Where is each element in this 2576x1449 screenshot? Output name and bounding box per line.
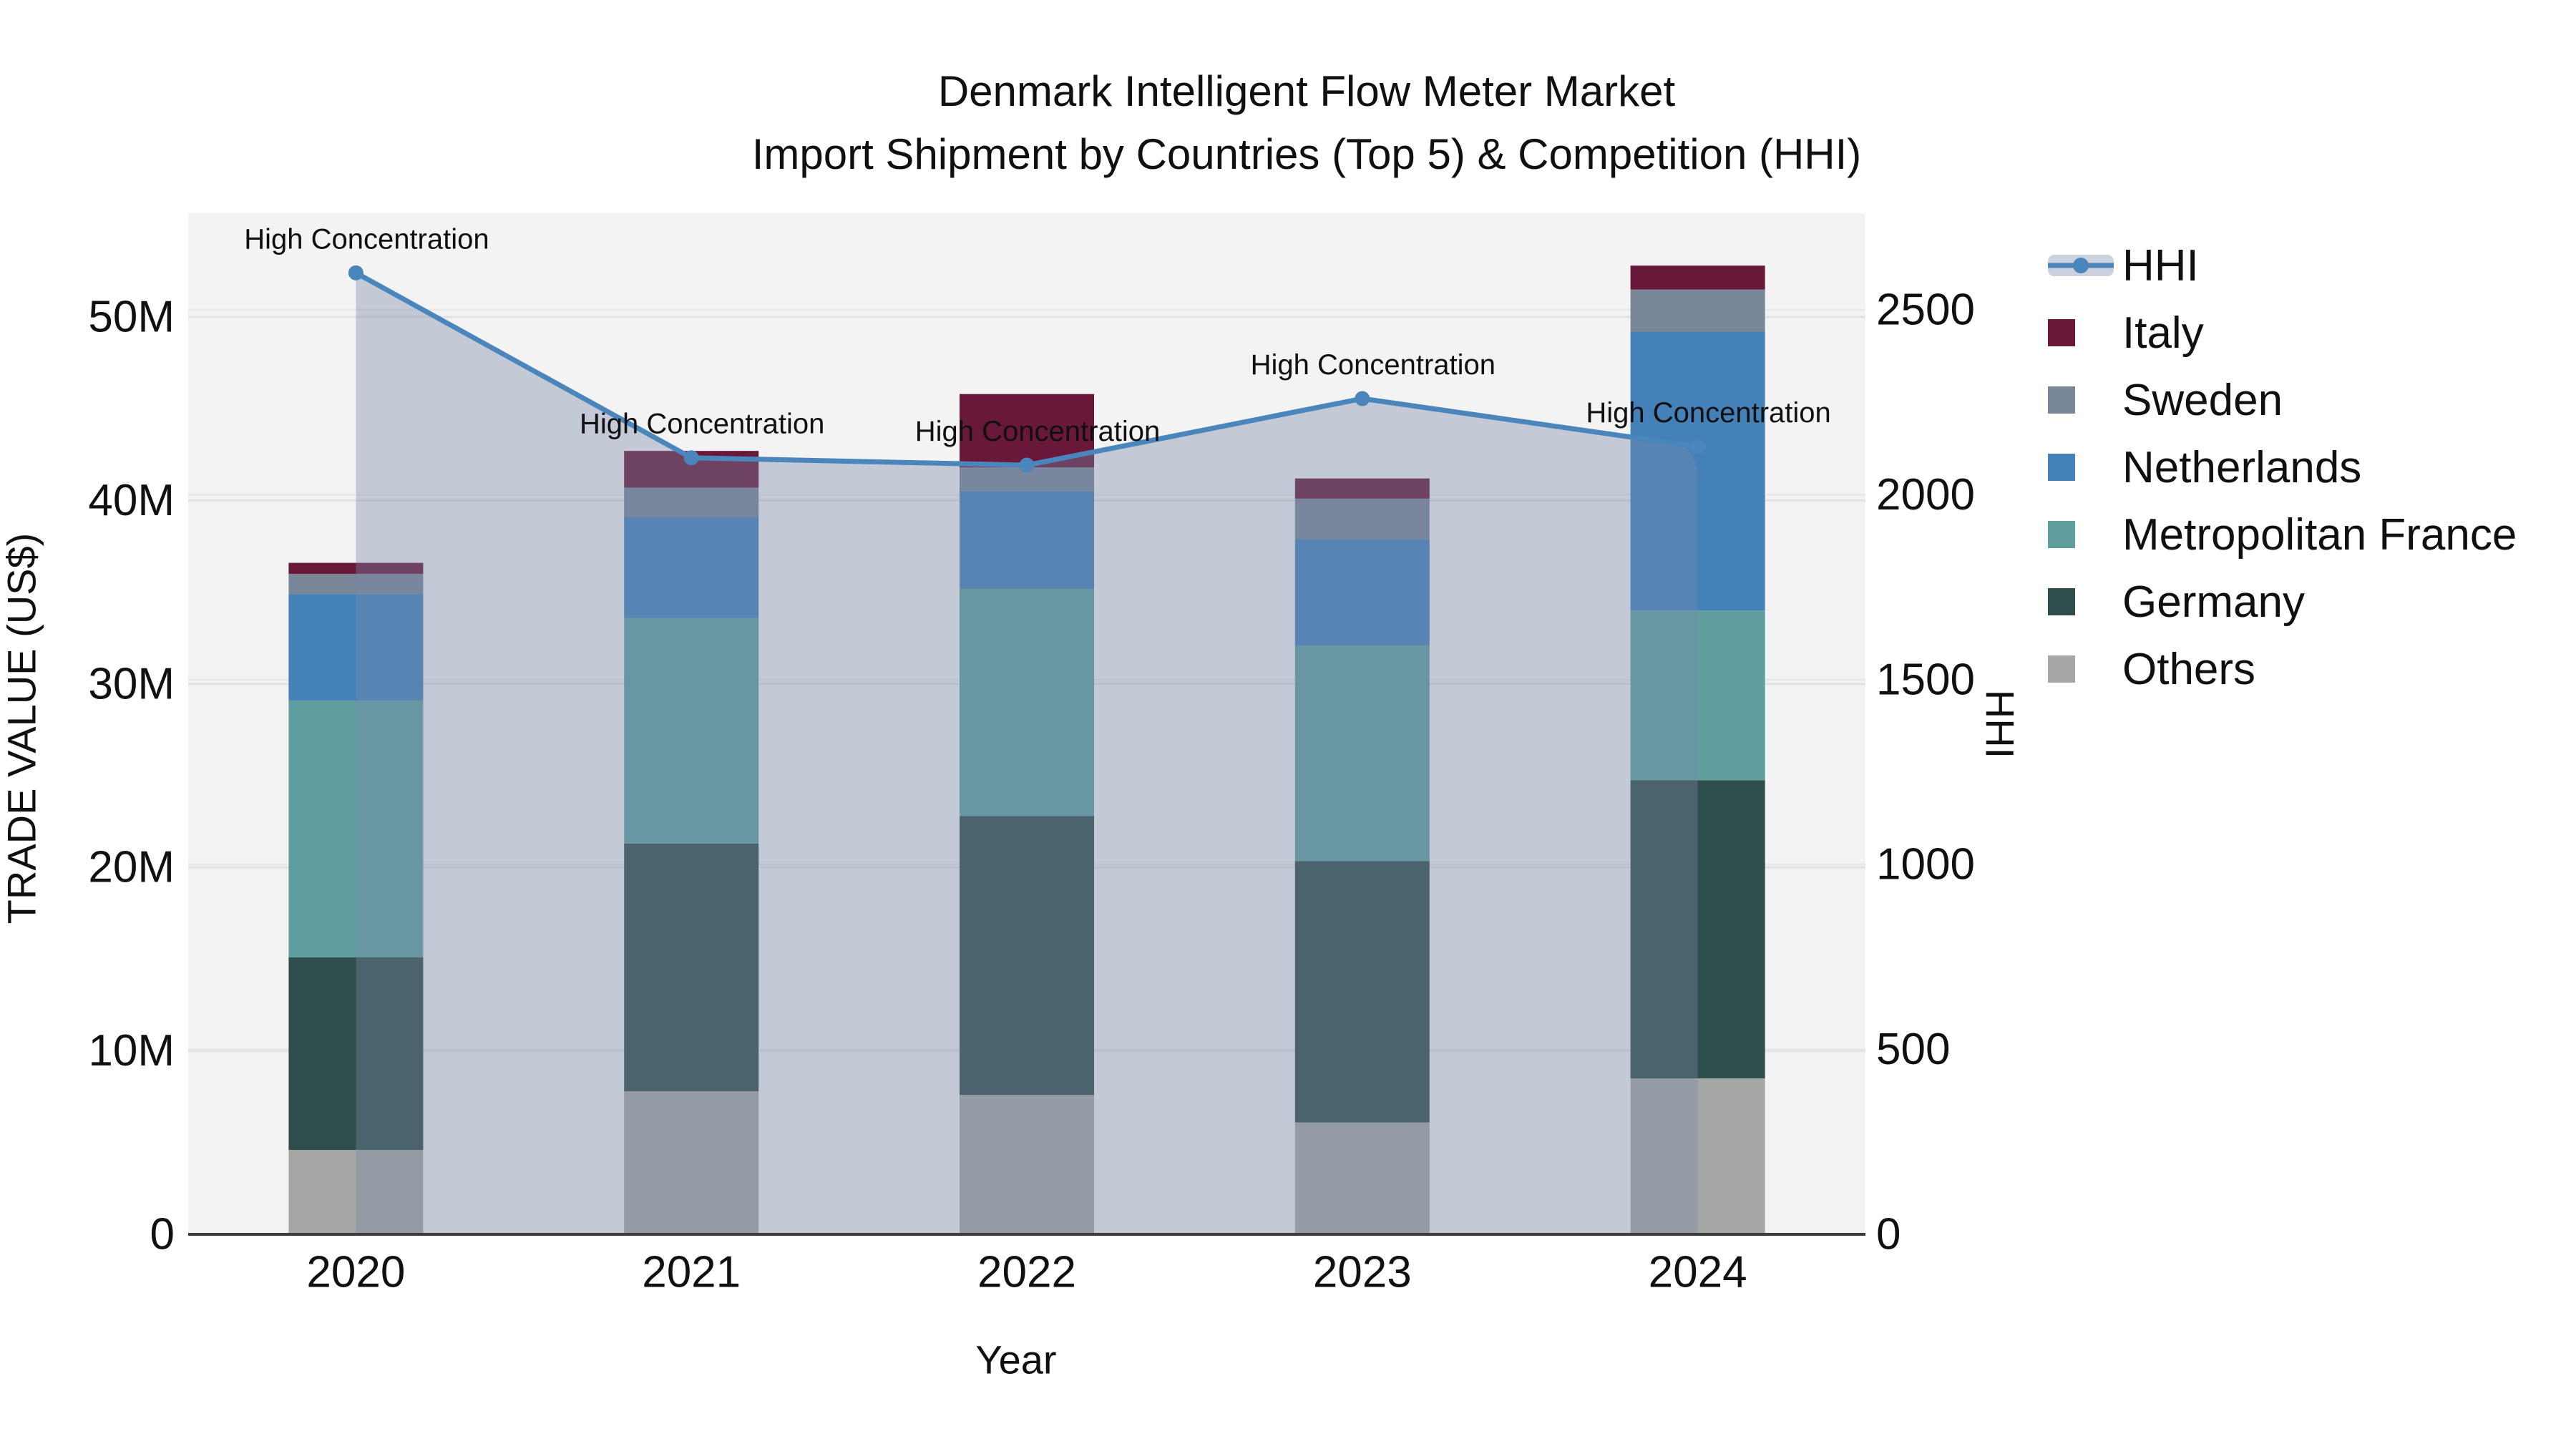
annotation-high-concentration: High Concentration	[915, 416, 1160, 447]
legend-item-others[interactable]: Others	[2048, 635, 2517, 703]
y-left-axis-title: TRADE VALUE (US$)	[0, 532, 44, 924]
chart-title: Denmark Intelligent Flow Meter Market Im…	[752, 60, 1862, 186]
annotation-high-concentration: High Concentration	[1251, 349, 1496, 381]
bar-segment-italy[interactable]	[288, 562, 424, 574]
x-tick-label: 2020	[306, 1248, 405, 1297]
bar-segment-metropolitan-france[interactable]	[1630, 610, 1765, 781]
legend: HHI Italy Sweden Netherlands Metropolita…	[2048, 232, 2517, 703]
legend-label: Others	[2122, 644, 2256, 694]
legend-item-sweden[interactable]: Sweden	[2048, 366, 2517, 434]
bar-segment-metropolitan-france[interactable]	[624, 618, 759, 844]
legend-item-netherlands[interactable]: Netherlands	[2048, 434, 2517, 501]
legend-label: Italy	[2122, 308, 2204, 358]
x-tick-label: 2024	[1649, 1248, 1747, 1297]
y-left-tick-label: 50M	[88, 293, 175, 342]
bar-segment-italy[interactable]	[1294, 478, 1430, 499]
netherlands-swatch-icon	[2048, 454, 2075, 481]
y-right-axis-title: HHI	[1977, 689, 2023, 759]
bar-segment-metropolitan-france[interactable]	[1294, 645, 1430, 862]
bar-segment-others[interactable]	[960, 1095, 1094, 1234]
bar-segment-others[interactable]	[624, 1091, 759, 1234]
bar-segment-germany[interactable]	[624, 843, 759, 1092]
x-tick-label: 2023	[1313, 1248, 1412, 1297]
bar-segment-metropolitan-france[interactable]	[288, 700, 424, 957]
legend-label: Metropolitan France	[2122, 509, 2517, 560]
y-left-tick-label: 40M	[88, 476, 175, 525]
bar-segment-germany[interactable]	[1294, 861, 1430, 1123]
hhi-area-fill	[356, 273, 1698, 1234]
bar-segment-netherlands[interactable]	[960, 491, 1094, 589]
hhi-marker[interactable]	[1690, 439, 1706, 454]
bar-segment-germany[interactable]	[1630, 780, 1765, 1079]
sweden-swatch-icon	[2048, 386, 2075, 414]
x-tick-label: 2021	[642, 1248, 741, 1297]
bar-segment-netherlands[interactable]	[288, 594, 424, 701]
y-left-tick-label: 30M	[88, 659, 175, 708]
legend-item-italy[interactable]: Italy	[2048, 299, 2517, 366]
hhi-marker[interactable]	[1355, 391, 1370, 406]
bar-segment-germany[interactable]	[960, 816, 1094, 1096]
bar-segment-sweden[interactable]	[624, 487, 759, 517]
germany-swatch-icon	[2048, 588, 2075, 615]
bar-segment-germany[interactable]	[288, 957, 424, 1151]
legend-label: Netherlands	[2122, 442, 2362, 492]
x-tick-label: 2022	[977, 1248, 1076, 1297]
bar-segment-others[interactable]	[1294, 1122, 1430, 1234]
legend-label: Germany	[2122, 577, 2305, 627]
y-left-tick-label: 0	[150, 1210, 175, 1259]
annotation-high-concentration: High Concentration	[244, 223, 489, 255]
hhi-marker[interactable]	[1019, 457, 1035, 473]
annotation-high-concentration: High Concentration	[1586, 397, 1830, 429]
y-right-tick-label: 0	[1876, 1210, 1901, 1259]
y-right-tick-label: 500	[1876, 1025, 1950, 1074]
italy-swatch-icon	[2048, 319, 2075, 346]
y-left-tick-label: 10M	[88, 1026, 175, 1075]
bar-segment-netherlands[interactable]	[1294, 539, 1430, 645]
legend-label: HHI	[2122, 240, 2199, 291]
y-right-tick-label: 1000	[1876, 840, 1975, 889]
metropolitan-france-swatch-icon	[2048, 521, 2075, 548]
hhi-marker[interactable]	[683, 450, 699, 466]
y-left-tick-label: 20M	[88, 843, 175, 892]
others-swatch-icon	[2048, 655, 2075, 683]
legend-label: Sweden	[2122, 375, 2283, 425]
hhi-marker[interactable]	[348, 265, 364, 280]
y-right-tick-label: 1500	[1876, 655, 1975, 704]
legend-item-germany[interactable]: Germany	[2048, 568, 2517, 635]
bar-segment-others[interactable]	[1630, 1078, 1765, 1234]
legend-item-metropolitan-france[interactable]: Metropolitan France	[2048, 501, 2517, 568]
bar-segment-sweden[interactable]	[1630, 289, 1765, 332]
annotation-high-concentration: High Concentration	[580, 409, 824, 440]
bar-segment-sweden[interactable]	[288, 573, 424, 595]
chart-title-line1: Denmark Intelligent Flow Meter Market	[937, 67, 1676, 115]
bar-segment-netherlands[interactable]	[1630, 331, 1765, 611]
hhi-sample-marker	[2073, 258, 2089, 273]
bar-segment-netherlands[interactable]	[624, 517, 759, 618]
bar-segment-sweden[interactable]	[1294, 498, 1430, 540]
x-axis-title: Year	[975, 1337, 1057, 1382]
bar-segment-italy[interactable]	[1630, 265, 1765, 290]
chart-title-line2: Import Shipment by Countries (Top 5) & C…	[751, 130, 1862, 178]
bar-segment-others[interactable]	[288, 1150, 424, 1234]
y-right-tick-label: 2000	[1876, 470, 1975, 519]
y-right-tick-label: 2500	[1876, 286, 1975, 335]
bar-segment-metropolitan-france[interactable]	[960, 588, 1094, 816]
hhi-line-sample-icon	[2048, 255, 2114, 276]
legend-item-hhi[interactable]: HHI	[2048, 232, 2517, 299]
